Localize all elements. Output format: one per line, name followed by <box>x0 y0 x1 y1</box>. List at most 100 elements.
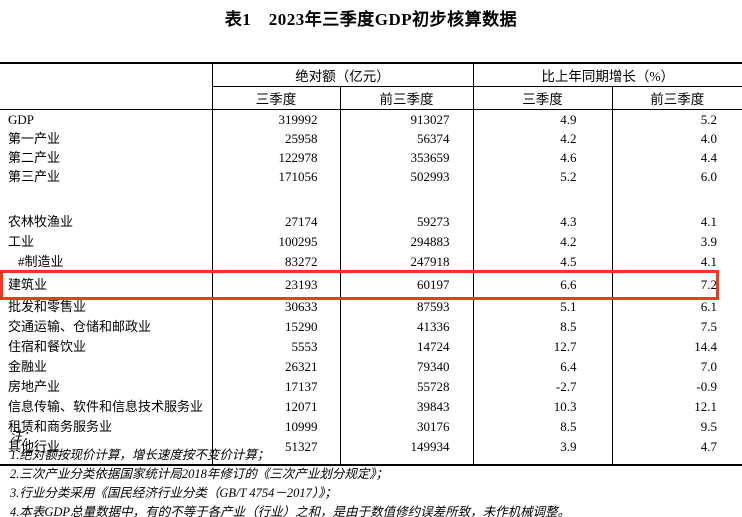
value-cell: 122978 <box>212 148 341 167</box>
table-body: GDP 319992 913027 4.9 5.2 第一产业 25958 56374 4.2 4.… <box>0 109 742 465</box>
value-cell: 41336 <box>340 317 474 337</box>
value-cell: 30633 <box>212 297 341 317</box>
value-cell: -0.9 <box>696 379 717 394</box>
table-row: #制造业 83272 247918 4.5 4.1 <box>0 252 742 272</box>
value-cell: 39843 <box>340 397 474 417</box>
value-cell: 51327 <box>212 437 341 457</box>
table-row: 房地产业 17137 55728 -2.7 -0.9 <box>0 377 742 397</box>
value-cell: 12.1 <box>694 399 717 414</box>
table-row: 住宿和餐饮业 5553 14724 12.7 14.4 <box>0 337 742 357</box>
value-cell: 294883 <box>340 232 474 252</box>
subheader-q1-3-growth: 前三季度 <box>612 86 742 110</box>
row-label: 信息传输、软件和信息技术服务业 <box>0 397 213 417</box>
value-cell: 353659 <box>340 148 474 167</box>
value-cell: 502993 <box>340 167 474 186</box>
value-cell: 79340 <box>340 357 474 377</box>
value-cell: 7.2 <box>700 276 717 292</box>
table-row: 租赁和商务服务业 10999 30176 8.5 9.5 <box>0 417 742 437</box>
row-label: 其他行业 <box>0 437 213 457</box>
row-label: 建筑业 <box>0 272 213 297</box>
table-row: 金融业 26321 79340 6.4 7.0 <box>0 357 742 377</box>
table-title: 表1 2023年三季度GDP初步核算数据 <box>224 10 518 29</box>
table-row: 农林牧渔业 27174 59273 4.3 4.1 <box>0 212 742 232</box>
subheader-q3-abs: 三季度 <box>212 86 341 110</box>
row-label: #制造业 <box>0 252 213 272</box>
table-row: 工业 100295 294883 4.2 3.9 <box>0 232 742 252</box>
value-cell: 6.1 <box>700 299 717 314</box>
row-label: GDP <box>0 109 213 129</box>
value-cell: 7.5 <box>700 319 717 334</box>
value-cell: 4.7 <box>700 439 717 454</box>
row-label: 房地产业 <box>0 377 213 397</box>
value-cell: 55728 <box>340 377 474 397</box>
row-label: 第二产业 <box>0 148 213 167</box>
value-cell: 8.5 <box>473 417 613 437</box>
gdp-table-wrap: 绝对额（亿元） 比上年同期增长（%） 三季度 前三季度 三季度 前三季度 GDP… <box>0 62 742 466</box>
value-cell: 4.4 <box>700 149 717 165</box>
value-cell: 5.2 <box>700 111 717 127</box>
table-row: 其他行业 51327 149934 3.9 4.7 <box>0 437 742 457</box>
value-cell: 319992 <box>212 109 341 129</box>
note-item-4: 4.本表GDP总量数据中，有的不等于各产业（行业）之和，是由于数值修约误差所致，… <box>10 505 571 517</box>
table-row: 交通运输、仓储和邮政业 15290 41336 8.5 7.5 <box>0 317 742 337</box>
value-cell: 26321 <box>212 357 341 377</box>
group-header-absolute: 绝对额（亿元） <box>212 63 474 87</box>
value-cell: 17137 <box>212 377 341 397</box>
value-cell: 56374 <box>340 129 474 148</box>
value-cell: 10.3 <box>473 397 613 417</box>
value-cell: 171056 <box>212 167 341 186</box>
value-cell: 4.3 <box>473 212 613 232</box>
value-cell: 59273 <box>340 212 474 232</box>
value-cell: 6.0 <box>700 168 717 184</box>
note-item-3: 3.行业分类采用《国民经济行业分类（GB/T 4754－2017）》； <box>10 486 337 500</box>
value-cell: -2.7 <box>473 377 613 397</box>
row-label: 工业 <box>0 232 213 252</box>
value-cell: 4.5 <box>473 252 613 272</box>
spacer-row <box>0 457 742 465</box>
table-row: 第三产业 171056 502993 5.2 6.0 <box>0 167 742 186</box>
row-label: 第三产业 <box>0 167 213 186</box>
value-cell: 4.0 <box>700 130 717 146</box>
value-cell: 25958 <box>212 129 341 148</box>
table-row: GDP 319992 913027 4.9 5.2 <box>0 109 742 129</box>
row-label: 交通运输、仓储和邮政业 <box>0 317 213 337</box>
value-cell: 30176 <box>340 417 474 437</box>
value-cell: 5.1 <box>473 297 613 317</box>
subheader-q1-3-abs: 前三季度 <box>340 86 474 110</box>
row-label: 第一产业 <box>0 129 213 148</box>
value-cell: 5.2 <box>473 167 613 186</box>
note-item-2: 2.三次产业分类依据国家统计局2018年修订的《三次产业划分规定》； <box>10 467 389 481</box>
value-cell: 60197 <box>340 272 474 297</box>
header-group-row: 绝对额（亿元） 比上年同期增长（%） <box>0 63 742 110</box>
group-header-growth: 比上年同期增长（%） <box>473 63 742 87</box>
value-cell: 9.5 <box>700 419 717 434</box>
value-cell: 15290 <box>212 317 341 337</box>
value-cell: 10999 <box>212 417 341 437</box>
value-cell: 12.7 <box>473 337 613 357</box>
table-row: 建筑业 23193 60197 6.6 7.2 <box>0 272 742 297</box>
row-label: 批发和零售业 <box>0 297 213 317</box>
value-cell: 14724 <box>340 337 474 357</box>
note-item-1: 1.绝对额按现价计算，增长速度按不变价计算； <box>10 448 270 462</box>
corner-cell <box>0 63 213 110</box>
value-cell: 4.9 <box>473 109 613 129</box>
row-label: 租赁和商务服务业 <box>0 417 213 437</box>
notes-section: 注： 1.绝对额按现价计算，增长速度按不变价计算； 2.三次产业分类依据国家统计… <box>10 427 736 517</box>
notes-heading: 注： <box>10 429 36 443</box>
value-cell: 4.6 <box>473 148 613 167</box>
spacer-row <box>0 186 742 212</box>
gdp-table: 绝对额（亿元） 比上年同期增长（%） 三季度 前三季度 三季度 前三季度 GDP… <box>0 62 742 466</box>
value-cell: 3.9 <box>473 437 613 457</box>
table-row: 第二产业 122978 353659 4.6 4.4 <box>0 148 742 167</box>
value-cell: 5553 <box>212 337 341 357</box>
value-cell: 14.4 <box>694 339 717 354</box>
value-cell: 4.1 <box>700 254 717 269</box>
value-cell: 6.4 <box>473 357 613 377</box>
value-cell: 149934 <box>340 437 474 457</box>
value-cell: 7.0 <box>700 359 717 374</box>
table-row: 第一产业 25958 56374 4.2 4.0 <box>0 129 742 148</box>
value-cell: 6.6 <box>473 272 613 297</box>
value-cell: 3.9 <box>700 234 717 249</box>
header-sub-row: 三季度 前三季度 三季度 前三季度 <box>0 86 742 110</box>
value-cell: 12071 <box>212 397 341 417</box>
